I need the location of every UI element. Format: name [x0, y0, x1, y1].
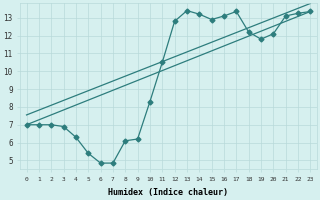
X-axis label: Humidex (Indice chaleur): Humidex (Indice chaleur)	[108, 188, 228, 197]
